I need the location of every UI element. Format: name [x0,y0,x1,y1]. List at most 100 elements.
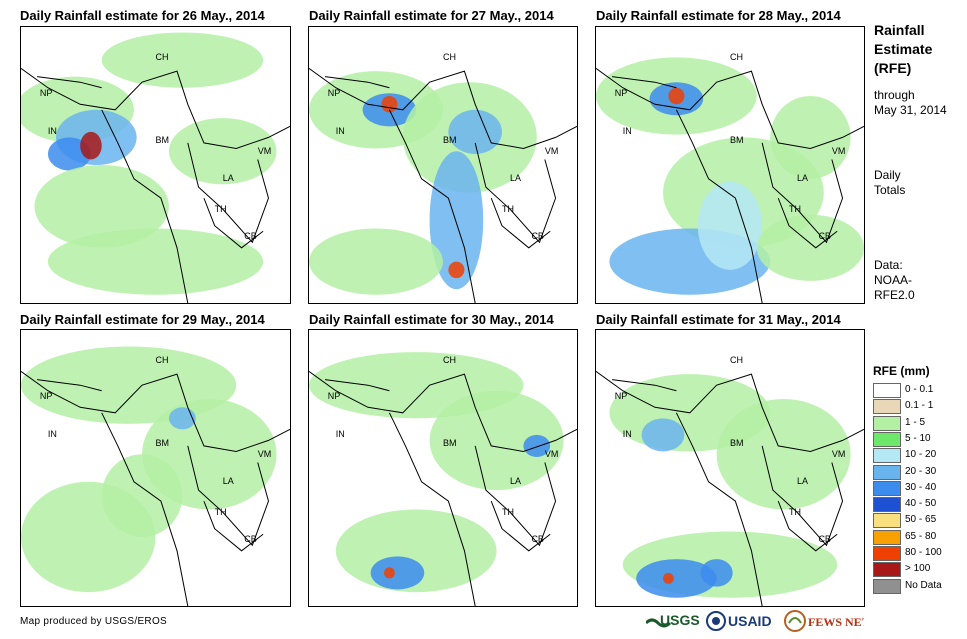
legend-swatch [873,578,901,594]
usaid-logo-mark: USAID [706,611,772,631]
country-border [388,109,476,303]
country-border [388,412,476,606]
legend-swatch [873,431,901,447]
rainfall-area [770,96,851,179]
sidebar-title-line1: Rainfall [874,22,925,38]
country-border [325,76,390,89]
country-border [474,445,557,547]
country-label-cb: CB [244,534,257,545]
country-label-th: TH [788,203,801,214]
sidebar-data-source2: RFE2.0 [874,288,915,302]
legend-item: No Data [873,578,963,594]
sidebar-through: through [874,88,915,102]
rainfall-area [668,87,685,105]
country-label-bm: BM [730,134,744,145]
fewsnet-logo: FEWS NET [784,609,864,633]
sidebar-title-line2: Estimate [874,41,933,57]
rainfall-area [523,434,551,457]
usgs-logo-mark: USGS [646,612,700,628]
country-label-la: LA [510,476,522,487]
rainfall-area [101,454,183,537]
country-label-in: IN [47,126,57,137]
rainfall-area [384,567,395,579]
panel-title: Daily Rainfall estimate for 28 May., 201… [596,8,841,23]
legend-item: 5 - 10 [873,431,963,447]
rainfall-area [636,559,717,598]
country-label-in: IN [335,126,345,137]
country-border [596,370,864,452]
country-border [309,67,577,149]
rainfall-field [596,370,864,606]
rainfall-area [663,572,674,584]
country-label-ch: CH [443,354,456,365]
country-label-np: NP [39,390,53,401]
legend-label: 40 - 50 [905,498,937,510]
rainfall-area [429,390,564,491]
country-label-in: IN [622,126,632,137]
country-label-bm: BM [443,134,457,145]
rainfall-field [21,32,290,303]
country-label-bm: BM [443,437,457,448]
legend-swatch [873,448,901,464]
legend-label: > 100 [905,563,931,575]
country-label-cb: CB [818,534,831,545]
legend-item: 50 - 65 [873,513,963,529]
panel-title: Daily Rainfall estimate for 27 May., 201… [309,8,554,23]
legend-item: > 100 [873,562,963,578]
legend-label: 65 - 80 [905,530,937,542]
rainfall-area [716,399,851,510]
sidebar-data-source1: NOAA- [874,273,913,287]
country-label-ch: CH [155,51,169,62]
country-border [187,445,270,547]
rainfall-area [309,228,443,295]
country-label-vm: VM [544,145,559,156]
usgs-logo: USGS [646,609,704,633]
country-border [203,500,264,552]
country-label-cb: CB [531,534,544,545]
legend-swatch [873,513,901,529]
rainfall-field [596,57,864,303]
svg-text:USAID: USAID [728,613,772,629]
country-label-cb: CB [531,231,544,242]
legend-label: 10 - 20 [905,449,937,461]
legend-label: 0 - 0.1 [905,384,934,395]
country-border [490,500,551,552]
country-border [21,67,290,149]
rainfall-map: CH NP IN BM LA VM TH CB [308,26,578,304]
rainfall-field [309,67,577,303]
legend-label: 80 - 100 [905,547,942,558]
country-label-bm: BM [155,437,170,448]
country-label-in: IN [47,429,57,440]
legend-title: RFE (mm) [873,364,930,378]
legend-item: 20 - 30 [873,464,963,480]
country-border [675,109,763,303]
rainfall-area [700,559,733,587]
country-label-vm: VM [831,145,846,156]
country-label-np: NP [614,390,628,401]
rainfall-area [168,118,277,185]
country-border [309,370,577,452]
country-label-in: IN [335,429,345,440]
legend-swatch [873,497,901,513]
rainfall-area [80,131,102,160]
country-label-np: NP [614,87,628,98]
legend-swatch [873,480,901,496]
legend-label: 5 - 10 [905,432,931,444]
country-label-np: NP [39,87,53,98]
usaid-logo: USAID [706,609,782,633]
legend-item: 30 - 40 [873,480,963,496]
legend-swatch [873,415,901,431]
country-label-la: LA [222,476,234,487]
panel-title: Daily Rainfall estimate for 26 May., 201… [20,8,265,23]
country-label-ch: CH [730,51,743,62]
panel-title: Daily Rainfall estimate for 29 May., 201… [20,312,265,327]
legend-swatch [873,383,901,398]
country-label-vm: VM [257,145,272,156]
legend-label: 20 - 30 [905,465,937,477]
legend-item: 80 - 100 [873,546,963,561]
rainfall-area [370,556,425,590]
rainfall-map: CH NP IN BM LA VM TH CB [595,26,865,304]
sidebar-totals: Totals [874,183,906,197]
rainfall-area [641,418,685,452]
sidebar-date: May 31, 2014 [874,103,947,117]
